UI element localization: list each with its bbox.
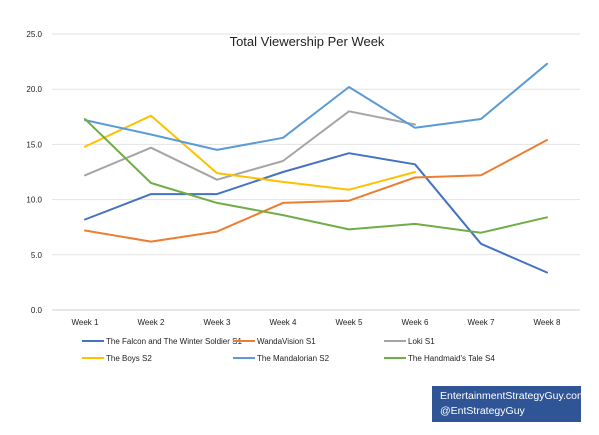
chart-title: Total Viewership Per Week [230, 34, 385, 49]
series-line-2 [84, 139, 548, 243]
x-tick-label: Week 6 [402, 318, 430, 327]
series-line-4 [84, 114, 416, 191]
x-tick-label: Week 8 [534, 318, 562, 327]
x-tick-label: Week 1 [72, 318, 100, 327]
y-tick-label: 0.0 [31, 306, 43, 315]
legend-label: WandaVision S1 [257, 337, 316, 346]
y-tick-label: 5.0 [31, 251, 43, 260]
series-line-5 [84, 62, 548, 151]
x-tick-label: Week 3 [204, 318, 232, 327]
legend-label: The Mandalorian S2 [257, 354, 330, 363]
legend-label: Loki S1 [408, 337, 435, 346]
legend: The Falcon and The Winter Soldier S1 Wand… [82, 337, 495, 363]
x-axis-ticks: Week 1 Week 2 Week 3 Week 4 Week 5 Week 6 Week… [72, 318, 562, 327]
series-line-3 [84, 110, 416, 181]
y-axis-ticks: 0.0 5.0 10.0 15.0 20.0 25.0 [26, 30, 42, 315]
series-lines [84, 62, 548, 274]
y-tick-label: 20.0 [26, 85, 42, 94]
source-credit-box: EntertainmentStrategyGuy.com @EntStrateg… [432, 386, 586, 422]
x-tick-label: Week 2 [138, 318, 166, 327]
y-tick-label: 15.0 [26, 140, 42, 149]
source-website: EntertainmentStrategyGuy.com [440, 390, 586, 402]
series-line-6 [84, 118, 548, 234]
y-tick-label: 25.0 [26, 30, 42, 39]
legend-label: The Boys S2 [106, 354, 152, 363]
x-tick-label: Week 4 [270, 318, 298, 327]
grid [52, 33, 580, 311]
x-tick-label: Week 7 [468, 318, 496, 327]
y-tick-label: 10.0 [26, 196, 42, 205]
x-tick-label: Week 5 [336, 318, 364, 327]
source-handle: @EntStrategyGuy [440, 405, 525, 417]
legend-label: The Falcon and The Winter Soldier S1 [106, 337, 242, 346]
legend-label: The Handmaid's Tale S4 [408, 354, 495, 363]
